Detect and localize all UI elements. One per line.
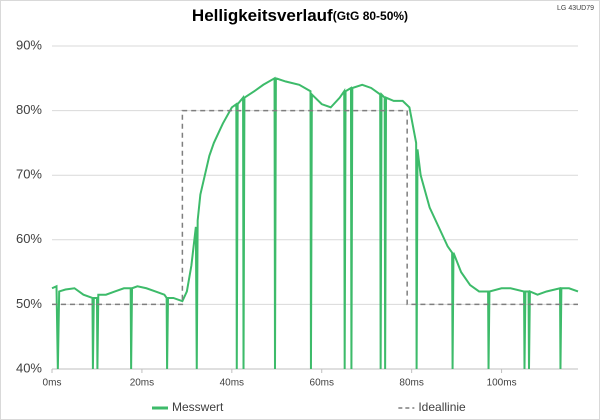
y-tick-label: 50% [16,296,42,311]
x-tick-label: 0ms [43,378,62,389]
x-tick-label: 20ms [130,378,154,389]
title-sub: (GtG 80-50%) [333,9,408,23]
y-tick-label: 80% [16,102,42,117]
y-tick-label: 60% [16,231,42,246]
x-tick-label: 40ms [220,378,244,389]
legend-label: Ideallinie [418,400,466,414]
legend-item: Messwert [152,400,224,414]
x-tick-label: 100ms [487,378,517,389]
title-main: Helligkeitsverlauf [192,6,333,25]
chart-title: Helligkeitsverlauf(GtG 80-50%) [192,6,408,25]
y-tick-label: 40% [16,360,42,375]
legend-label: Messwert [172,400,224,414]
series-line [52,109,578,306]
x-tick-label: 60ms [310,378,334,389]
series-line [51,76,579,370]
x-tick-label: 80ms [399,378,423,389]
y-tick-label: 90% [16,37,42,52]
legend-item: Ideallinie [398,400,466,414]
y-tick-label: 70% [16,167,42,182]
annotation: LG 43UD79 [557,5,594,12]
